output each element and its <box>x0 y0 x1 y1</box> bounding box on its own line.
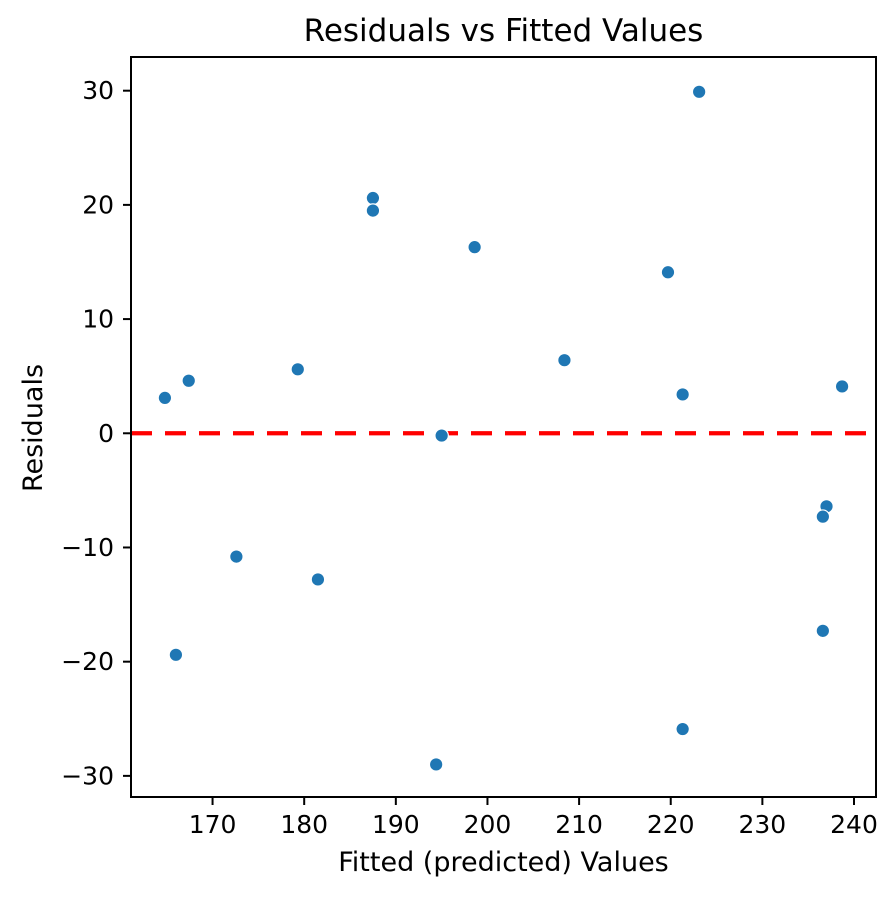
x-tick-label: 210 <box>555 810 603 839</box>
y-tick-label: 10 <box>82 305 114 334</box>
scatter-point <box>660 264 676 280</box>
y-tick-label: 0 <box>98 419 114 448</box>
scatter-point <box>428 757 444 772</box>
y-tick-label: −30 <box>61 761 114 790</box>
x-tick-label: 240 <box>830 810 878 839</box>
x-tick-label: 190 <box>372 810 420 839</box>
y-axis-label: Residuals <box>18 364 49 492</box>
scatter-point <box>310 572 326 587</box>
x-tick-label: 180 <box>280 810 328 839</box>
axes-spines <box>130 56 877 798</box>
y-tick-label: −20 <box>61 647 114 676</box>
scatter-point <box>229 549 244 564</box>
scatter-point <box>691 84 707 100</box>
plot-area: 170 180 190 200 210 220 230 240 30 20 10 0 −10 −20 −30 <box>61 56 878 839</box>
scatter-point <box>434 428 449 443</box>
x-tick-label: 230 <box>739 810 787 839</box>
scatter-point <box>157 390 173 406</box>
scatter-point <box>834 379 850 394</box>
scatter-point <box>557 352 572 368</box>
x-tick-label: 220 <box>647 810 695 839</box>
y-tick-label: −10 <box>61 533 114 562</box>
chart-title: Residuals vs Fitted Values <box>304 13 704 49</box>
scatter-point <box>168 647 184 663</box>
y-tick-label: 30 <box>82 76 114 105</box>
y-tick-label: 20 <box>82 190 114 219</box>
x-tick-label: 200 <box>464 810 512 839</box>
x-tick-label: 170 <box>189 810 237 839</box>
scatter-point <box>815 623 831 639</box>
scatter-point <box>675 387 690 402</box>
scatter-point <box>815 509 831 524</box>
scatter-point <box>365 190 381 206</box>
scatter-point <box>181 373 197 389</box>
scatter-point <box>365 203 381 218</box>
scatter-point <box>290 362 306 377</box>
scatter-point <box>467 239 482 255</box>
x-axis-label: Fitted (predicted) Values <box>338 847 669 878</box>
scatter-point <box>675 721 690 737</box>
